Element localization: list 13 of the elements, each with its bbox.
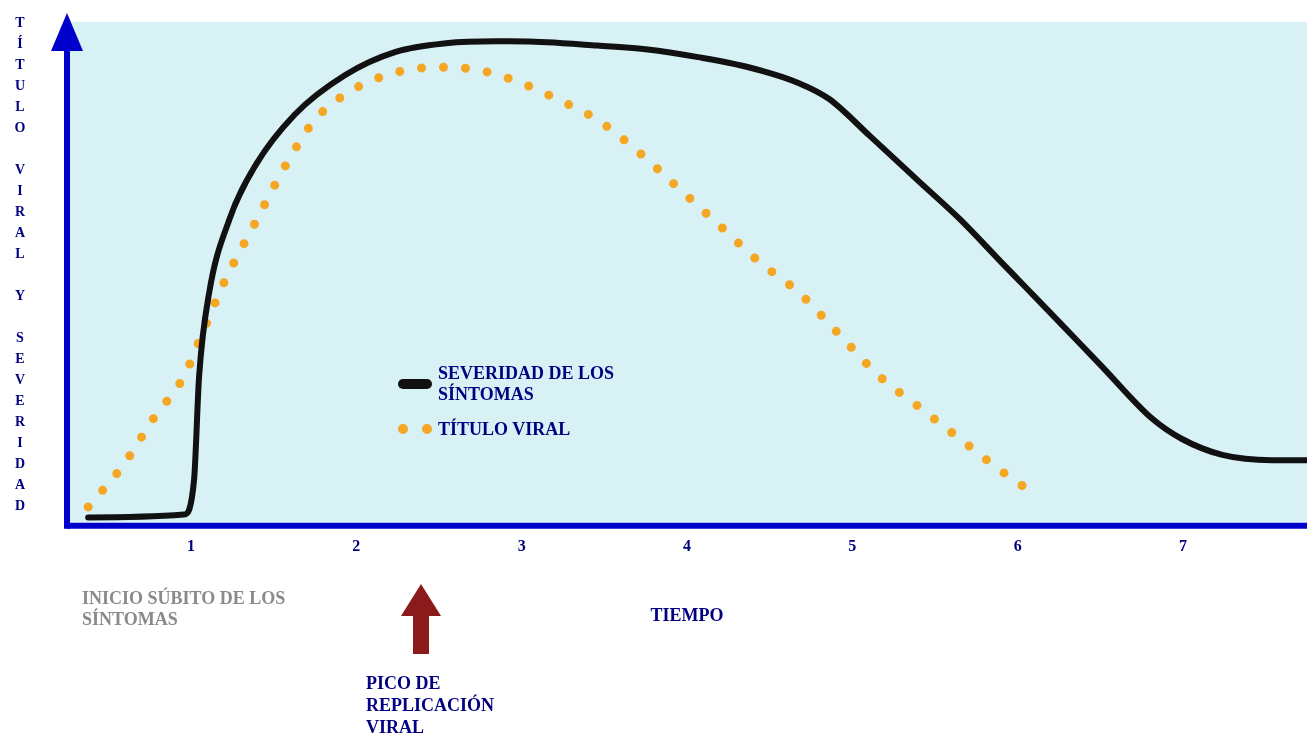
legend-label: TÍTULO VIRAL — [438, 418, 572, 440]
legend-label: SEVERIDAD DE LOS SÍNTOMAS — [438, 362, 616, 405]
x-tick-label: 1 — [187, 536, 195, 554]
x-axis-title: TIEMPO — [649, 605, 725, 626]
text: TÍTULO VIRAL Y SEVERIDAD — [14, 15, 26, 513]
text: INICIO SÚBITO DE LOS SÍNTOMAS — [82, 588, 287, 630]
x-tick-label: 6 — [1013, 536, 1022, 554]
text: PICO DE REPLICACIÓN VIRAL — [366, 672, 495, 738]
x-tick-label: 2 — [352, 536, 361, 554]
x-tick-label: 5 — [848, 536, 857, 554]
x-tick-label: 7 — [1179, 536, 1187, 554]
x-tick-label: 3 — [517, 536, 526, 554]
x-tick-label: 4 — [683, 536, 691, 554]
